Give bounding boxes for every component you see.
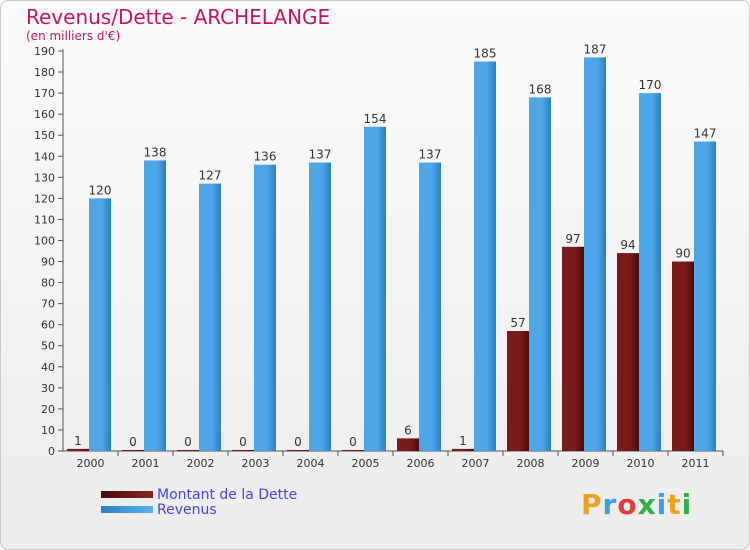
bar-revenue [474, 61, 496, 452]
logo-letter: i [656, 488, 668, 521]
data-label-revenue: 137 [419, 148, 442, 162]
data-label-debt: 90 [675, 247, 690, 261]
data-label-revenue: 185 [474, 47, 497, 61]
logo-letter: o [617, 488, 638, 521]
bar-debt [67, 448, 89, 451]
y-tick-label: 50 [41, 340, 55, 353]
x-tick-label: 2010 [627, 457, 655, 470]
bar-debt [342, 450, 364, 451]
proxiti-logo: Proxiti [581, 488, 692, 521]
x-tick-label: 2004 [297, 457, 325, 470]
data-label-debt: 6 [404, 423, 412, 437]
logo-letter: i [681, 488, 693, 521]
bar-revenue [419, 162, 441, 451]
y-tick-label: 60 [41, 319, 55, 332]
x-tick-label: 2000 [77, 457, 105, 470]
y-tick-label: 150 [34, 129, 55, 142]
y-tick-label: 20 [41, 403, 55, 416]
y-tick-label: 120 [34, 192, 55, 205]
data-label-revenue: 147 [694, 127, 717, 141]
y-tick-label: 190 [34, 45, 55, 58]
x-tick-label: 2008 [517, 457, 545, 470]
legend-item-debt: Montant de la Dette [101, 486, 298, 503]
legend-label-debt: Montant de la Dette [157, 486, 298, 503]
data-label-debt: 0 [129, 435, 137, 449]
chart-title: Revenus/Dette - ARCHELANGE [26, 5, 331, 29]
data-label-revenue: 154 [364, 112, 387, 126]
bar-debt [232, 450, 254, 451]
legend-swatch-revenue [101, 506, 153, 513]
data-label-debt: 1 [74, 434, 82, 448]
data-label-revenue: 138 [144, 145, 167, 159]
legend: Montant de la Dette Revenus [101, 486, 298, 518]
bar-debt [562, 246, 584, 451]
bar-debt [287, 450, 309, 451]
y-tick-label: 130 [34, 171, 55, 184]
bar-debt [397, 438, 419, 451]
y-tick-label: 10 [41, 424, 55, 437]
data-label-debt: 0 [184, 435, 192, 449]
bar-debt [452, 448, 474, 451]
y-tick-label: 80 [41, 277, 55, 290]
y-tick-label: 160 [34, 108, 55, 121]
chart-subtitle: (en milliers d'€) [26, 29, 121, 43]
y-tick-label: 30 [41, 382, 55, 395]
bar-debt [122, 450, 144, 451]
data-label-revenue: 136 [254, 150, 277, 164]
bar-revenue [639, 93, 661, 452]
bar-revenue [529, 97, 551, 451]
bar-revenue [364, 126, 386, 451]
x-tick-label: 2007 [462, 457, 490, 470]
bar-revenue [309, 162, 331, 451]
y-tick-label: 100 [34, 234, 55, 247]
logo-letter: r [602, 488, 618, 521]
y-tick-label: 0 [48, 445, 55, 458]
bar-revenue [584, 57, 606, 451]
x-tick-label: 2006 [407, 457, 435, 470]
bar-revenue [254, 164, 276, 451]
y-tick-label: 110 [34, 213, 55, 226]
bar-revenue [199, 183, 221, 451]
logo-letter: t [667, 488, 682, 521]
logo-letter: P [581, 488, 603, 521]
data-label-debt: 57 [510, 316, 525, 330]
x-tick-label: 2009 [572, 457, 600, 470]
data-label-revenue: 137 [309, 148, 332, 162]
data-label-debt: 0 [349, 435, 357, 449]
bar-revenue [144, 160, 166, 451]
x-tick-label: 2001 [132, 457, 160, 470]
bar-debt [177, 450, 199, 451]
data-label-debt: 97 [565, 232, 580, 246]
bar-debt [617, 253, 639, 451]
data-label-revenue: 168 [529, 82, 552, 96]
data-label-debt: 1 [459, 434, 467, 448]
data-label-revenue: 127 [199, 169, 222, 183]
data-label-debt: 94 [620, 238, 635, 252]
x-tick-label: 2003 [242, 457, 270, 470]
bar-revenue [89, 198, 111, 451]
y-tick-label: 170 [34, 87, 55, 100]
y-tick-label: 40 [41, 361, 55, 374]
x-tick-label: 2005 [352, 457, 380, 470]
y-tick-label: 90 [41, 256, 55, 269]
y-tick-label: 70 [41, 298, 55, 311]
data-label-revenue: 120 [89, 183, 112, 197]
data-label-revenue: 187 [584, 42, 607, 56]
data-label-debt: 0 [294, 435, 302, 449]
logo-letter: x [637, 488, 657, 521]
y-tick-label: 140 [34, 150, 55, 163]
legend-swatch-debt [101, 491, 153, 498]
bar-debt [672, 261, 694, 451]
bar-revenue [694, 141, 716, 452]
x-tick-label: 2002 [187, 457, 215, 470]
legend-label-revenue: Revenus [157, 501, 217, 518]
x-tick-label: 2011 [682, 457, 710, 470]
y-tick-label: 180 [34, 66, 55, 79]
data-label-revenue: 170 [639, 78, 662, 92]
bar-debt [507, 331, 529, 451]
data-label-debt: 0 [239, 435, 247, 449]
legend-item-revenue: Revenus [101, 501, 297, 518]
